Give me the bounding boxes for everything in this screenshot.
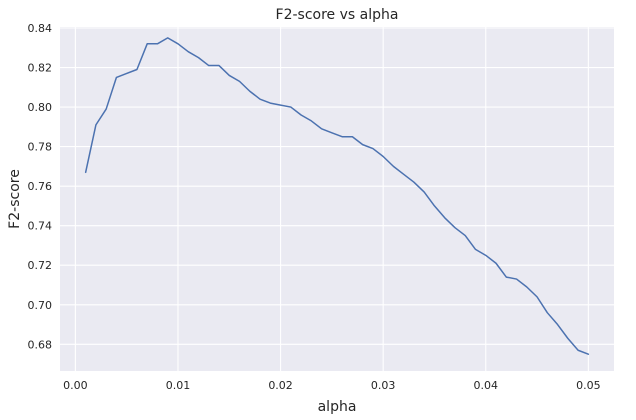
x-axis-label: alpha <box>318 399 357 415</box>
x-tick-labels: 0.00 0.01 0.02 0.03 0.04 0.05 <box>63 379 600 392</box>
x-tick-label: 0.00 <box>63 379 88 392</box>
x-tick-label: 0.05 <box>576 379 601 392</box>
y-tick-labels: 0.68 0.70 0.72 0.74 0.76 0.78 0.80 0.82 0.84 <box>28 22 53 351</box>
plot-background <box>60 27 614 371</box>
series-group <box>84 37 590 355</box>
y-axis-label: F2-score <box>7 169 23 229</box>
y-tick-label: 0.76 <box>28 180 53 193</box>
y-tick-label: 0.82 <box>28 62 53 75</box>
y-tick-label: 0.70 <box>28 299 53 312</box>
y-tick-label: 0.68 <box>28 338 53 351</box>
y-tick-label: 0.72 <box>28 259 53 272</box>
chart-title: F2-score vs alpha <box>276 7 399 23</box>
grid <box>60 27 614 371</box>
x-tick-label: 0.04 <box>474 379 499 392</box>
y-tick-label: 0.80 <box>28 101 53 114</box>
y-tick-label: 0.74 <box>28 220 53 233</box>
y-tick-label: 0.78 <box>28 141 53 154</box>
x-tick-label: 0.02 <box>268 379 293 392</box>
series-line <box>84 37 590 355</box>
x-tick-label: 0.03 <box>371 379 396 392</box>
y-tick-label: 0.84 <box>28 22 53 35</box>
x-tick-label: 0.01 <box>166 379 191 392</box>
